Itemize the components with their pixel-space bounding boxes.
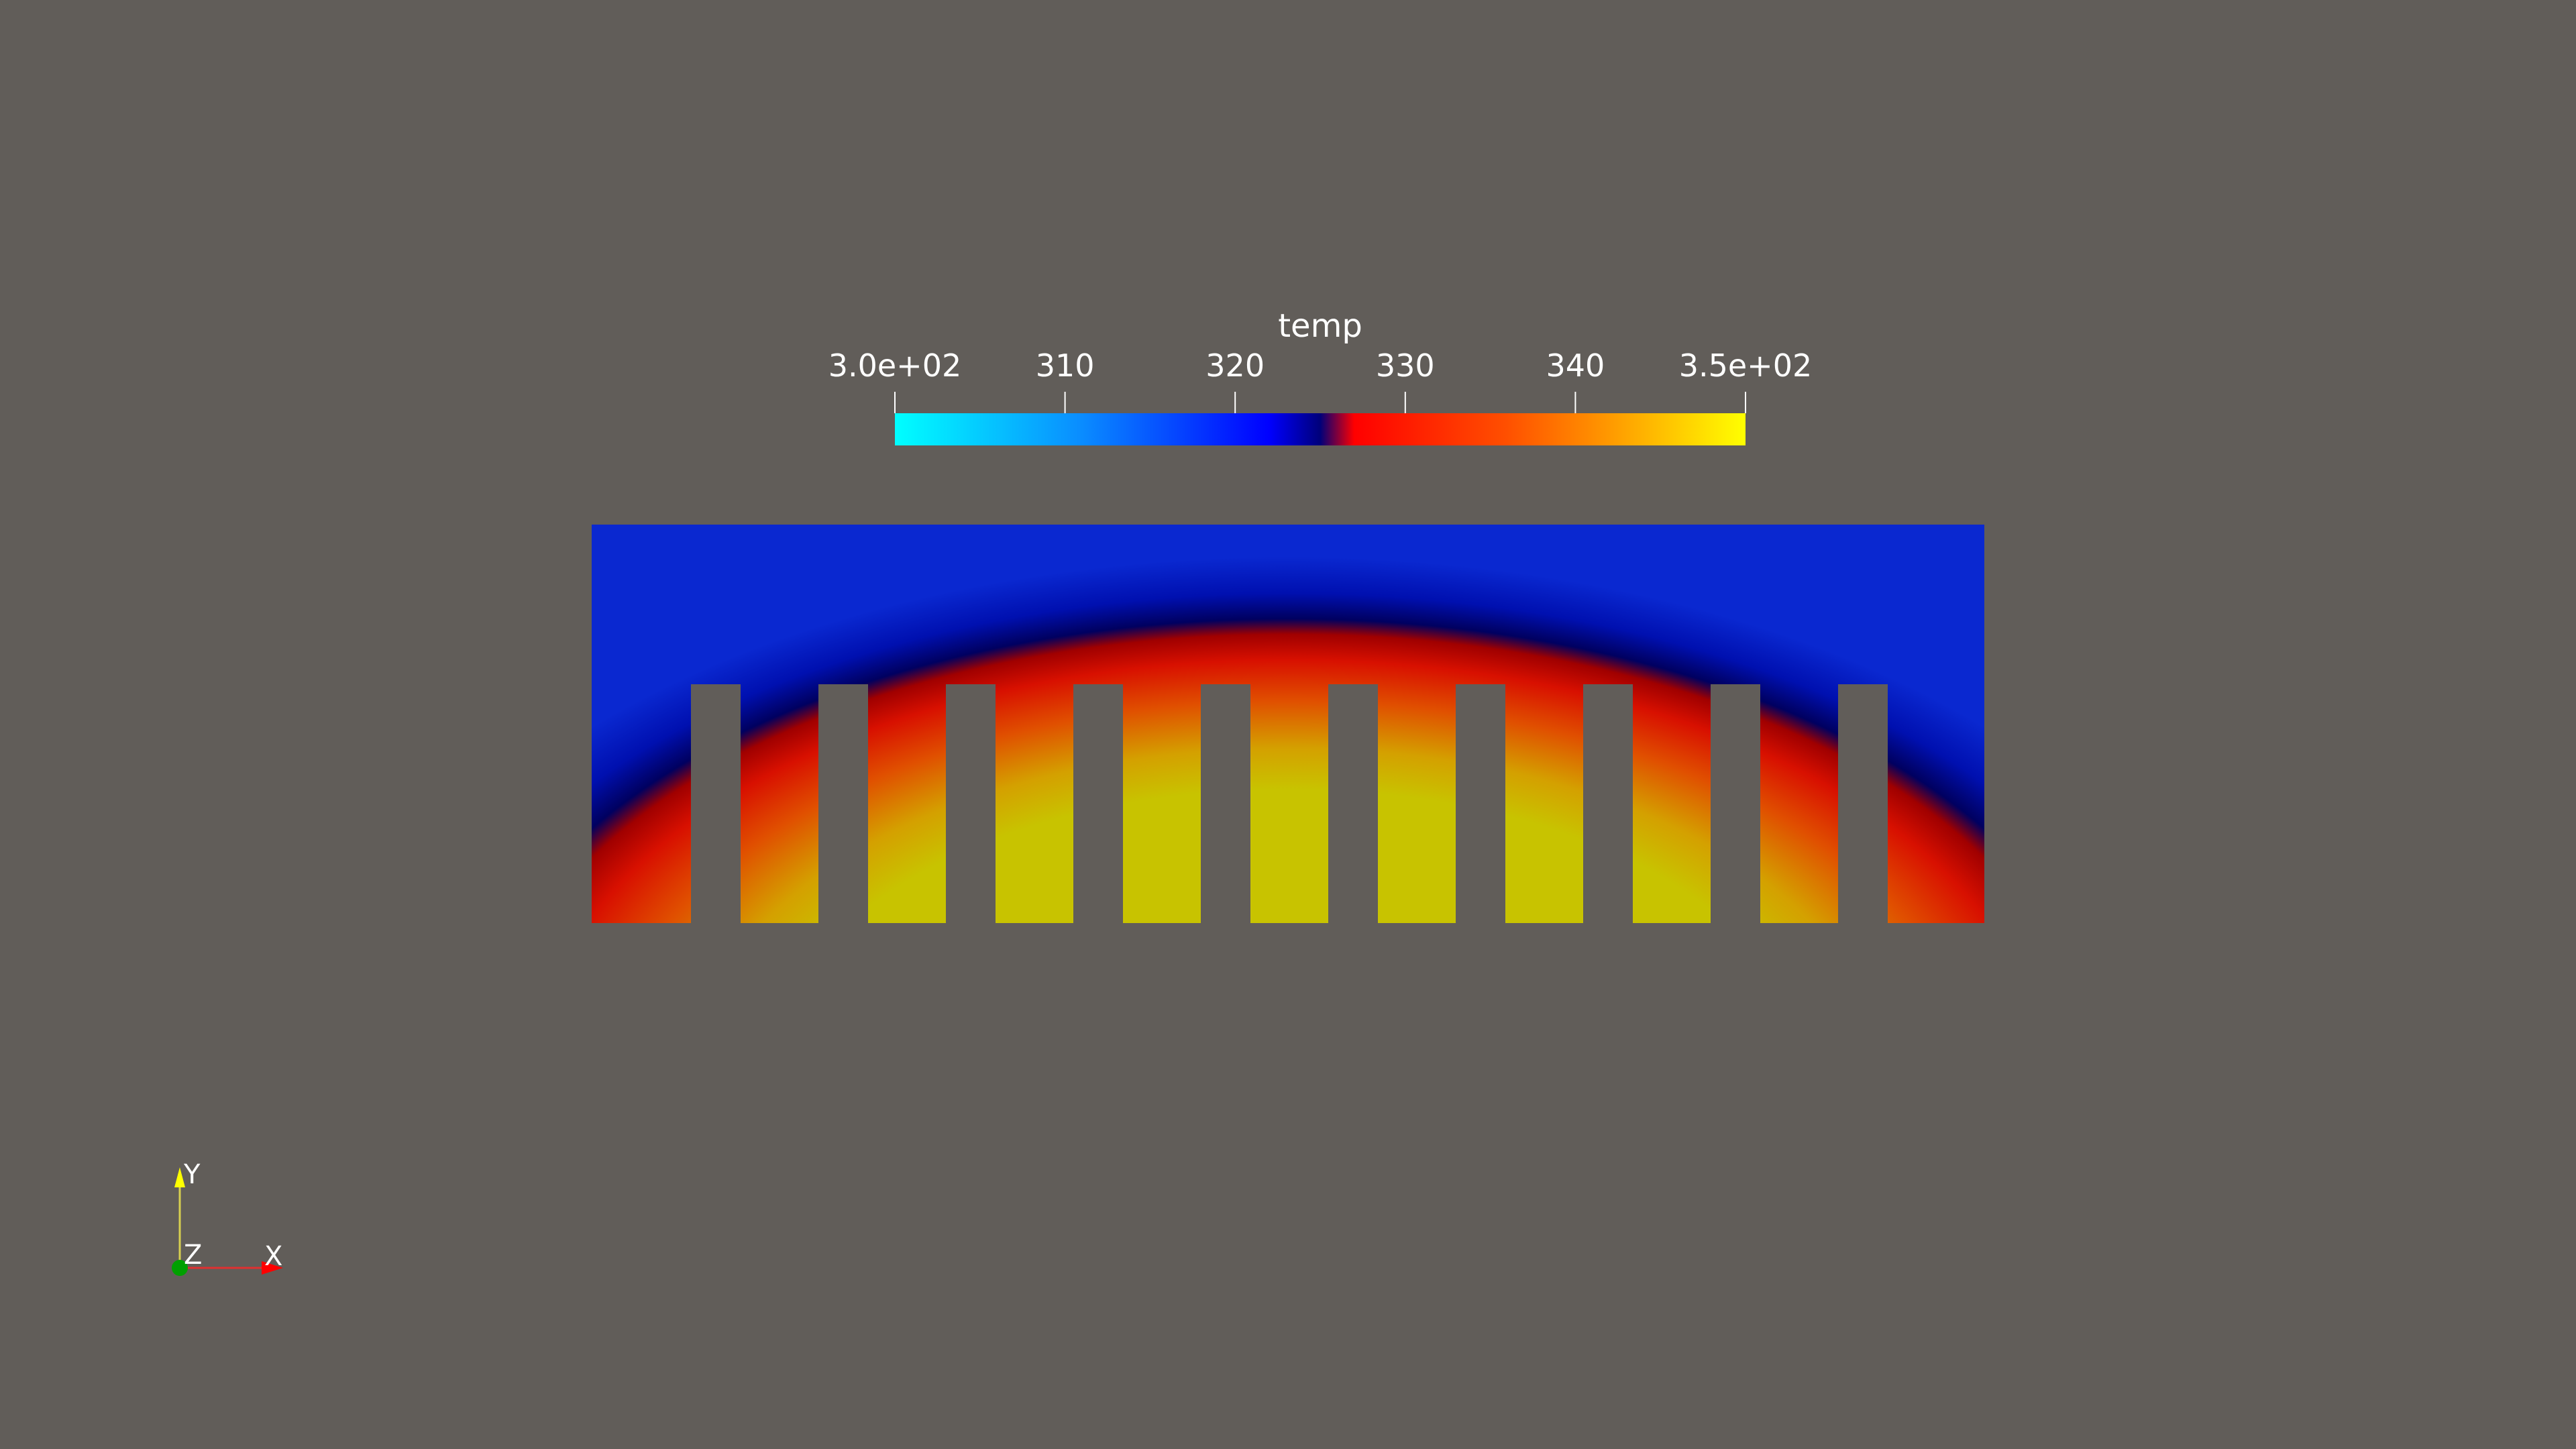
- x-axis-label: X: [264, 1241, 283, 1272]
- fin-gap: [1201, 684, 1250, 923]
- fin-gap: [1456, 684, 1505, 923]
- color-legend-title: temp: [1278, 307, 1362, 345]
- y-axis-arrowhead: [174, 1167, 185, 1187]
- z-axis-label: Z: [184, 1240, 203, 1271]
- fin-gaps: [691, 684, 1888, 923]
- color-legend-ticks: [894, 392, 1746, 413]
- x-axis-arrowhead: [262, 1261, 283, 1275]
- fin-gap: [1711, 684, 1760, 923]
- legend-tick-label: 340: [1546, 347, 1605, 384]
- legend-tick-label: 320: [1205, 347, 1265, 384]
- z-axis-origin-dot: [172, 1260, 188, 1276]
- fin-gap: [691, 684, 741, 923]
- legend-tick-label: 330: [1375, 347, 1435, 384]
- fin-gap: [1838, 684, 1888, 923]
- legend-tick-label: 3.0e+02: [828, 347, 962, 384]
- color-legend: [894, 392, 1746, 445]
- fin-gap: [1328, 684, 1378, 923]
- y-axis-label: Y: [184, 1159, 201, 1190]
- heat-sink-model: [592, 525, 1984, 923]
- fin-gap: [818, 684, 868, 923]
- fin-gap: [1583, 684, 1633, 923]
- color-legend-bar: [895, 413, 1746, 445]
- legend-tick-label: 3.5e+02: [1678, 347, 1813, 384]
- legend-tick-label: 310: [1035, 347, 1095, 384]
- temperature-field-core: [592, 525, 1984, 923]
- fin-gap: [946, 684, 996, 923]
- fin-gap: [1073, 684, 1123, 923]
- orientation-axes[interactable]: [172, 1167, 283, 1276]
